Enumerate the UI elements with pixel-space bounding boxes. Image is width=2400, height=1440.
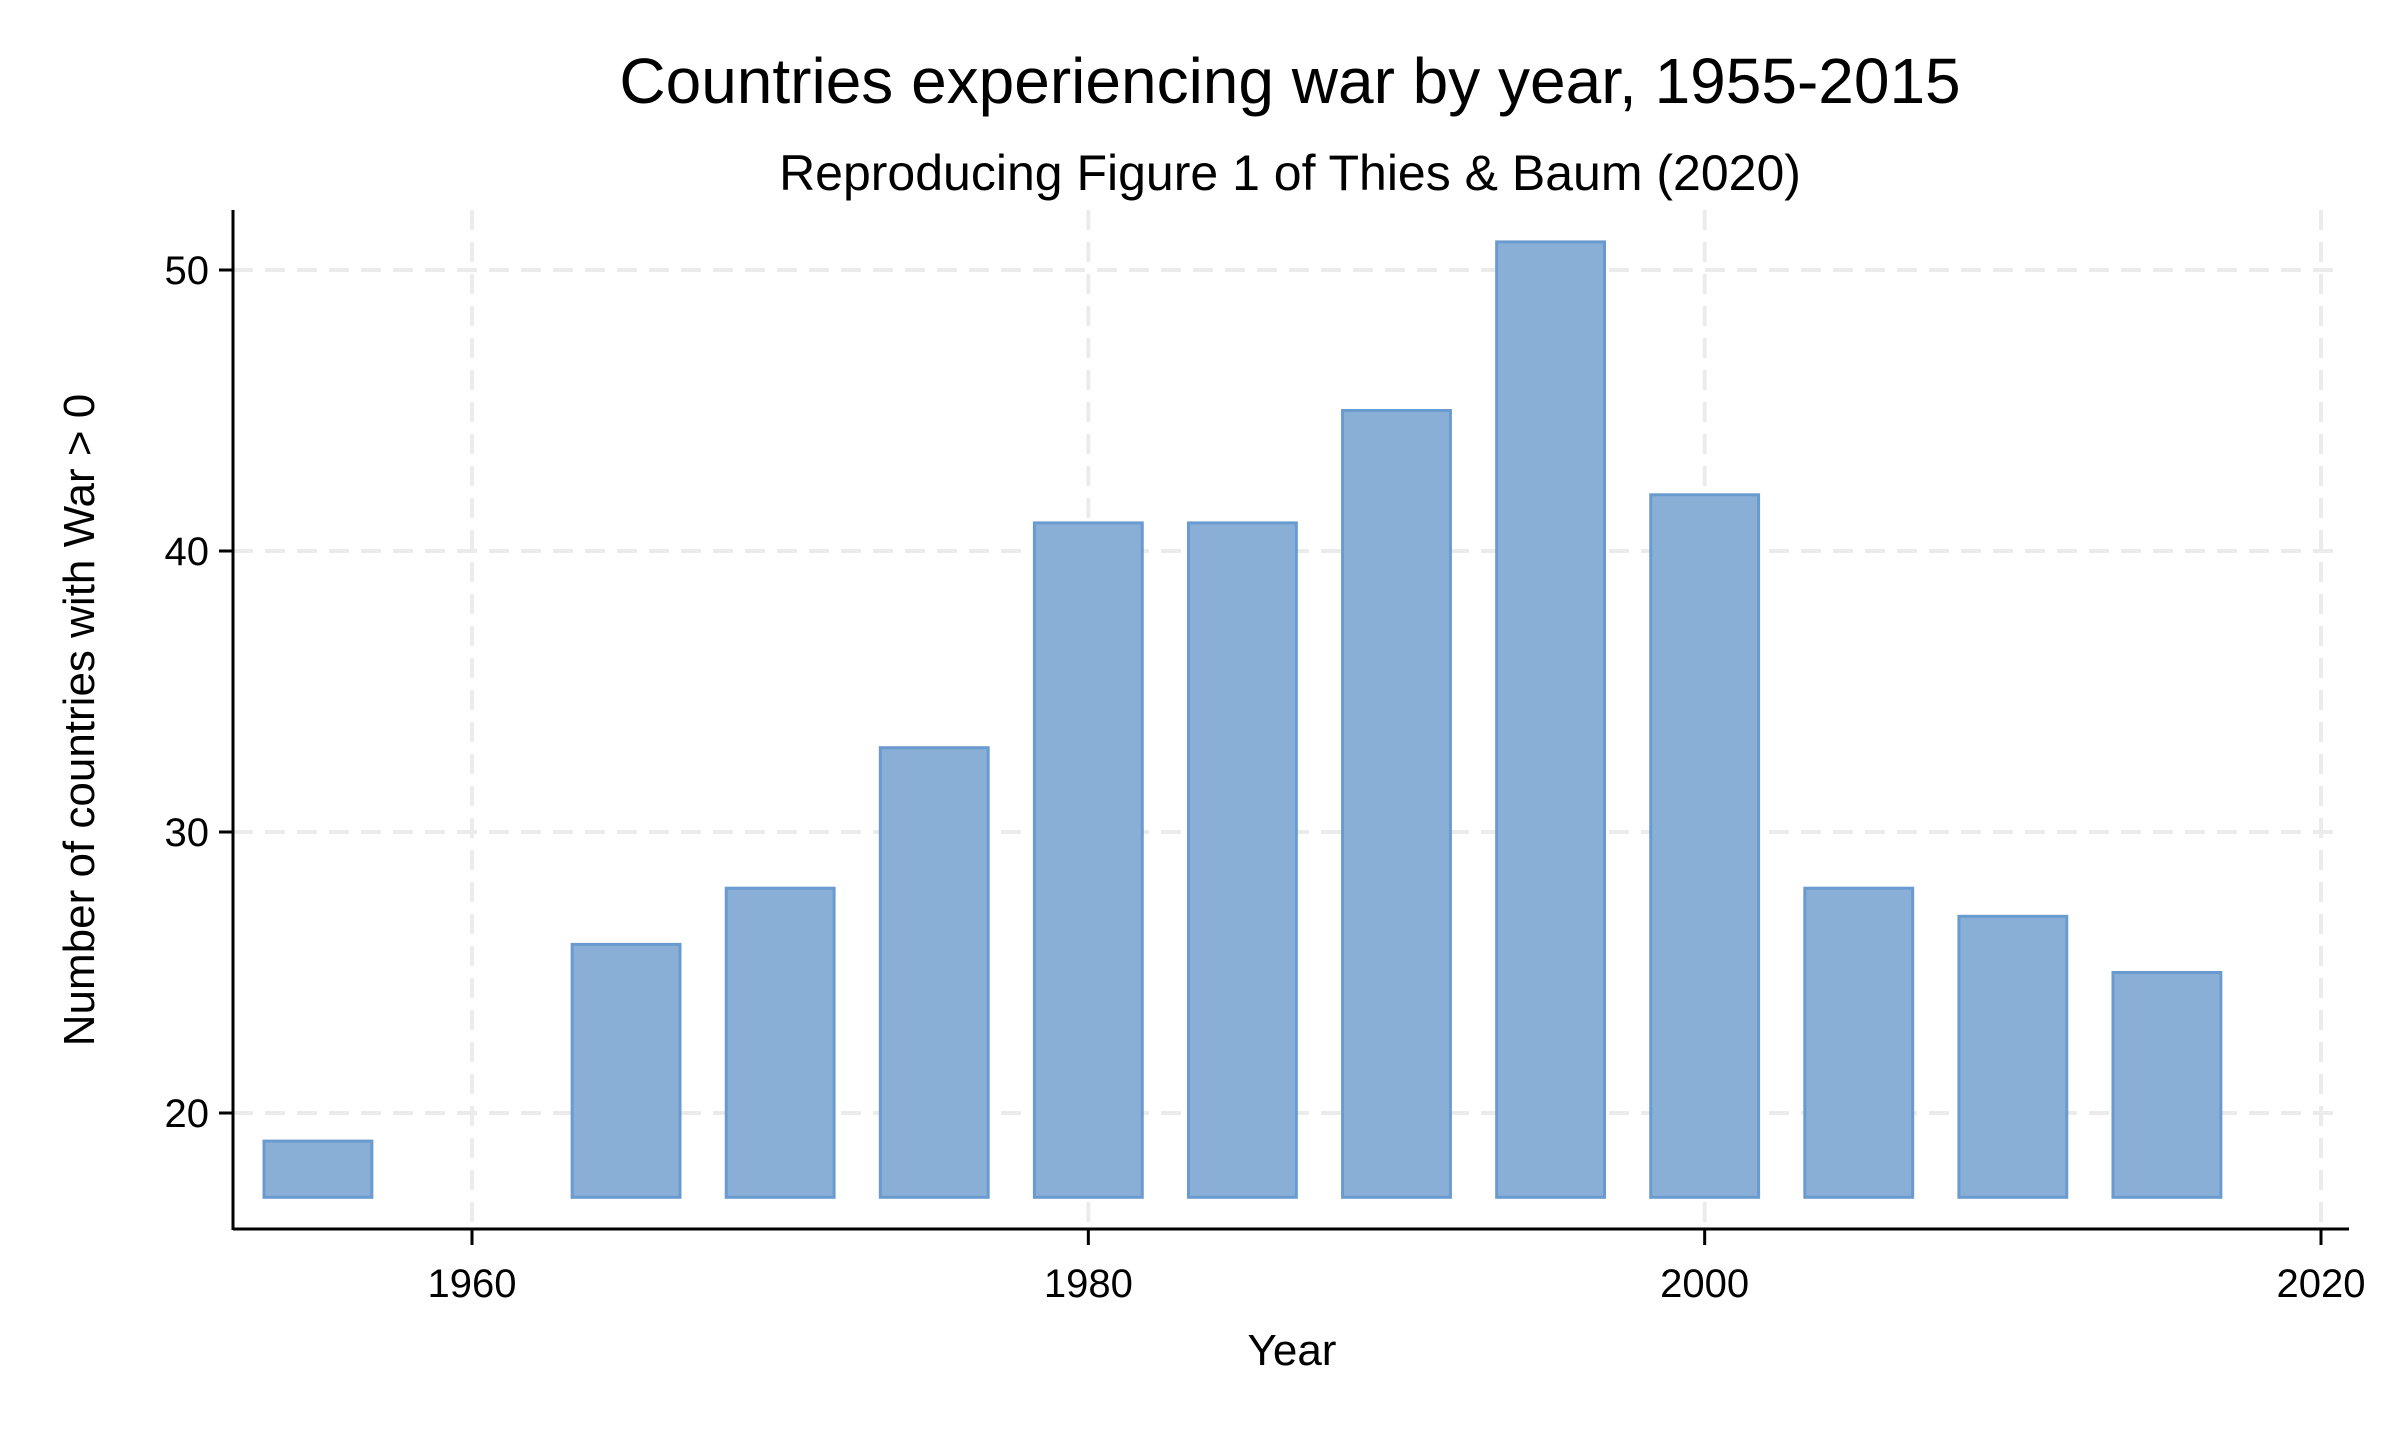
chart-title: Countries experiencing war by year, 1955… [619,45,1960,117]
bar-1980 [1032,521,1144,1199]
bar-1955 [262,1139,374,1199]
chart-subtitle: Reproducing Figure 1 of Thies & Baum (20… [779,145,1801,201]
bar-1995 [1495,240,1607,1199]
x-tick-label: 1980 [1044,1262,1133,1306]
x-tick-label: 2000 [1660,1262,1749,1306]
bar-2010 [1957,914,2069,1199]
bar-1990 [1341,409,1452,1199]
y-tick-label: 30 [165,811,210,855]
bar-2015 [2111,971,2223,1199]
bar-1965 [570,942,682,1199]
bar-1975 [878,746,990,1199]
axes: 20 30 40 50 1960 1980 2000 2020 [165,210,2366,1306]
y-tick-label: 50 [165,249,210,293]
x-tick-label: 1960 [428,1262,517,1306]
x-tick-label: 2020 [2277,1262,2366,1306]
y-axis-label: Number of countries with War > 0 [55,394,104,1047]
bars [262,240,2223,1199]
y-tick-label: 20 [165,1092,210,1136]
x-axis-label: Year [1248,1326,1337,1375]
y-tick-label: 40 [165,530,210,574]
bar-2005 [1803,886,1915,1199]
bar-2000 [1649,493,1761,1199]
bar-1985 [1186,521,1298,1199]
bar-1970 [724,886,836,1199]
